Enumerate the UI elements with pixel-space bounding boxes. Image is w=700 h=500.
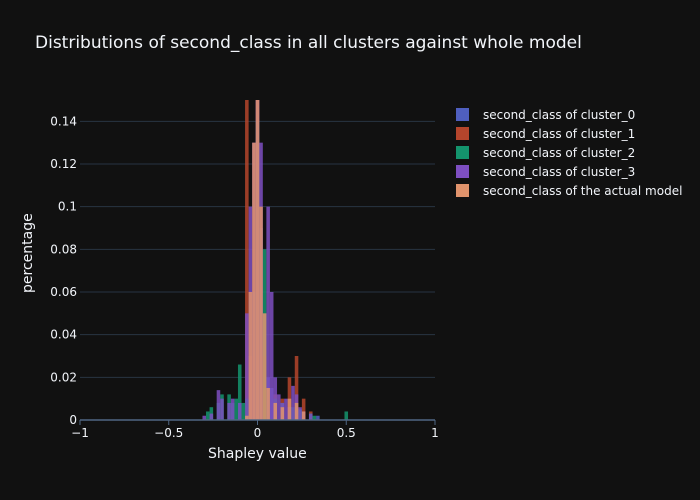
histogram-bar-series-3 (277, 394, 281, 420)
legend-label: second_class of cluster_2 (483, 145, 636, 160)
legend-label: second_class of cluster_3 (483, 164, 636, 179)
y-tick-label: 0.1 (58, 200, 77, 214)
y-tick-label: 0.04 (50, 328, 77, 342)
x-tick-label: −0.5 (154, 426, 183, 440)
y-axis-label: percentage (20, 213, 36, 293)
histogram-bar-series-3 (220, 398, 224, 420)
histogram-bar-series-3 (284, 398, 288, 420)
histogram-bar-series-2 (312, 415, 317, 420)
histogram-bar-series-3 (291, 385, 295, 420)
histogram-bar-series-2 (344, 411, 349, 420)
histogram-bar-series-2 (206, 411, 210, 420)
histogram-bar-series-4 (266, 388, 270, 420)
y-tick-label: 0.08 (50, 242, 77, 256)
histogram-bar-series-2 (241, 402, 246, 420)
legend-item-cluster-3[interactable]: second_class of cluster_3 (456, 162, 682, 181)
legend[interactable]: second_class of cluster_0 second_class o… (456, 105, 682, 200)
histogram-bar-series-3 (237, 402, 242, 420)
legend-swatch (456, 165, 469, 178)
histogram-bar-series-3 (209, 413, 214, 420)
legend-swatch (456, 146, 469, 159)
histogram-bar-series-4 (259, 206, 263, 420)
histogram-bar-series-4 (255, 100, 260, 420)
histogram-bar-series-4 (280, 407, 285, 420)
x-tick-label: 0 (254, 426, 262, 440)
legend-swatch (456, 108, 469, 121)
y-tick-label: 0.12 (50, 157, 77, 171)
histogram-bar-series-1 (245, 100, 249, 420)
histogram-bar-series-3 (273, 377, 278, 420)
x-tick-label: 1 (431, 426, 439, 440)
legend-item-actual-model[interactable]: second_class of the actual model (456, 181, 682, 200)
histogram-bar-series-3 (230, 398, 235, 420)
histogram-bar-series-3 (266, 206, 270, 420)
y-tick-label: 0.06 (50, 285, 77, 299)
legend-item-cluster-0[interactable]: second_class of cluster_0 (456, 105, 682, 124)
bars-group (202, 100, 349, 420)
histogram-bar-series-3 (308, 413, 313, 420)
histogram-bar-series-4 (273, 402, 278, 420)
histogram-bar-series-4 (301, 411, 306, 420)
histogram-bar-series-4 (245, 415, 249, 420)
histogram-bar-series-2 (234, 398, 238, 420)
histogram-bar-series-4 (287, 398, 292, 420)
histogram-bar-series-3 (216, 390, 221, 420)
histogram-bar-series-0 (316, 415, 320, 420)
histogram-bar-series-1 (294, 356, 299, 420)
histogram-bar-series-3 (227, 402, 231, 420)
histogram-bar-series-1 (301, 398, 306, 420)
y-tick-label: 0.14 (50, 114, 77, 128)
chart-title: Distributions of second_class in all clu… (35, 33, 582, 53)
legend-swatch (456, 184, 469, 197)
legend-swatch (456, 127, 469, 140)
y-tick-label: 0.02 (50, 370, 77, 384)
legend-item-cluster-2[interactable]: second_class of cluster_2 (456, 143, 682, 162)
y-tick-label: 0 (69, 413, 77, 427)
legend-label: second_class of cluster_1 (483, 126, 636, 141)
histogram-bar-series-4 (262, 313, 267, 420)
histogram-bar-series-4 (294, 402, 299, 420)
x-tick-label: −1 (71, 426, 89, 440)
x-axis-label: Shapley value (208, 446, 307, 462)
histogram-bar-series-3 (269, 292, 274, 420)
histogram-bar-series-4 (252, 142, 256, 420)
legend-label: second_class of cluster_0 (483, 107, 636, 122)
x-tick-label: 0.5 (337, 426, 356, 440)
histogram-bar-series-2 (237, 364, 242, 420)
histogram-bar-series-3 (245, 313, 249, 420)
histogram-bar-series-4 (248, 292, 253, 420)
histogram-bar-series-3 (202, 415, 207, 420)
histogram-bar-series-3 (298, 407, 302, 420)
legend-label: second_class of the actual model (483, 183, 683, 198)
legend-item-cluster-1[interactable]: second_class of cluster_1 (456, 124, 682, 143)
